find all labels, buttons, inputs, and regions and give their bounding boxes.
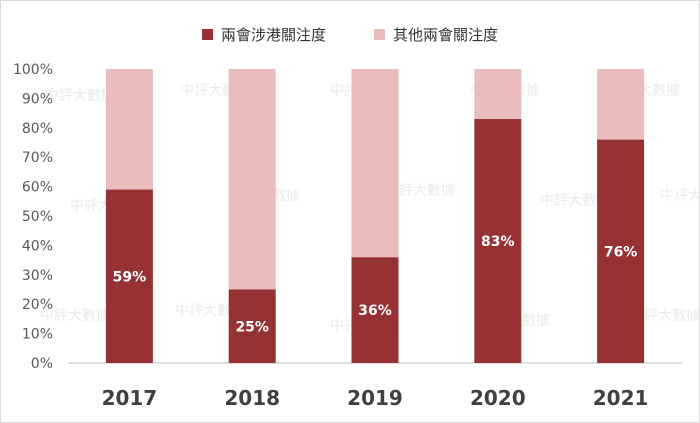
bar-2021-series-2 (597, 69, 645, 140)
x-category-label-2018: 2018 (224, 386, 280, 410)
data-label-2018: 25% (235, 319, 269, 335)
y-tick-label-3: 30% (22, 268, 53, 284)
watermark-text-8: 中評大數據 (385, 183, 455, 199)
watermark-text-1: 中評大數據 (45, 88, 115, 104)
watermark-text-11: 中評大數據 (40, 308, 110, 324)
y-tick-label-1: 10% (22, 327, 53, 343)
data-label-2019: 36% (358, 303, 392, 319)
y-tick-label-0: 0% (31, 356, 53, 372)
y-tick-label-6: 60% (22, 180, 53, 196)
x-category-label-2021: 2021 (593, 386, 649, 410)
x-category-label-2019: 2019 (347, 386, 403, 410)
legend-item-series-2: 其他兩會關注度 (374, 24, 498, 45)
data-label-2020: 83% (481, 234, 515, 250)
y-tick-label-4: 40% (22, 238, 53, 254)
legend-label-series-2: 其他兩會關注度 (393, 26, 499, 44)
bar-2017-series-1 (105, 189, 153, 363)
bar-2021-series-1 (597, 139, 645, 363)
watermark-text-9: 中評大數據 (540, 193, 610, 209)
x-category-label-2020: 2020 (470, 386, 526, 410)
bar-2018-series-2 (228, 69, 276, 290)
x-category-label-2017: 2017 (102, 386, 158, 410)
legend: 兩會涉港關注度 其他兩會關注度 (0, 24, 700, 45)
watermark-text-12: 中評大數據 (175, 303, 245, 319)
bar-2019-series-2 (351, 69, 399, 258)
y-tick-label-9: 90% (22, 91, 53, 107)
watermark-text-15: 中評大數據 (630, 308, 700, 324)
data-label-2021: 76% (604, 244, 638, 260)
y-tick-label-2: 20% (22, 297, 53, 313)
data-label-2017: 59% (113, 269, 147, 285)
legend-label-series-1: 兩會涉港關注度 (220, 26, 326, 44)
y-tick-label-10: 100% (13, 62, 53, 78)
bar-2018-series-1 (228, 289, 276, 363)
y-tick-label-7: 70% (22, 150, 53, 166)
bar-2020-series-1 (474, 118, 522, 363)
y-tick-label-5: 50% (22, 209, 53, 225)
bar-2017-series-2 (105, 69, 153, 190)
legend-swatch-series-2 (374, 29, 385, 40)
y-tick-label-8: 80% (22, 121, 53, 137)
bar-2019-series-1 (351, 257, 399, 363)
watermark-text-10: 中評大數據 (660, 188, 700, 204)
legend-item-series-1: 兩會涉港關注度 (201, 24, 326, 45)
legend-swatch-series-1 (201, 29, 213, 40)
bar-2020-series-2 (474, 69, 522, 119)
